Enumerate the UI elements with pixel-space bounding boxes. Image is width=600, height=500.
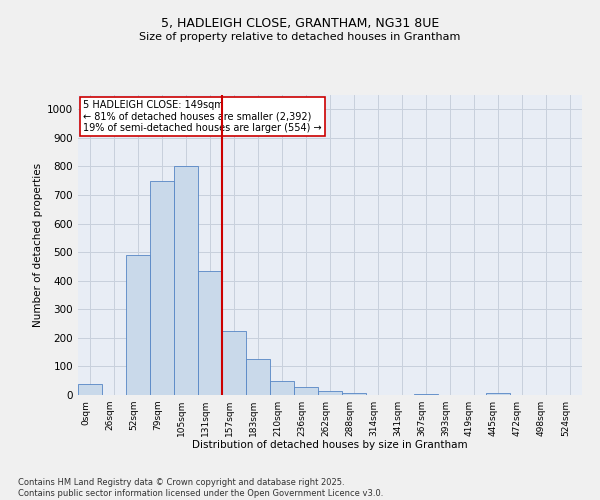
Bar [294,388,318,395]
Text: 5 HADLEIGH CLOSE: 149sqm
← 81% of detached houses are smaller (2,392)
19% of sem: 5 HADLEIGH CLOSE: 149sqm ← 81% of detach… [83,100,322,132]
Bar [342,393,366,395]
Text: 5, HADLEIGH CLOSE, GRANTHAM, NG31 8UE: 5, HADLEIGH CLOSE, GRANTHAM, NG31 8UE [161,18,439,30]
Bar [486,393,510,395]
Bar [174,166,198,395]
Bar [222,330,246,395]
Text: Contains HM Land Registry data © Crown copyright and database right 2025.
Contai: Contains HM Land Registry data © Crown c… [18,478,383,498]
Bar [126,255,150,395]
Bar [318,390,342,395]
Y-axis label: Number of detached properties: Number of detached properties [33,163,43,327]
Bar [414,394,438,395]
Bar [78,384,102,395]
Bar [270,380,294,395]
Text: Size of property relative to detached houses in Grantham: Size of property relative to detached ho… [139,32,461,42]
Bar [198,270,222,395]
Bar [150,180,174,395]
X-axis label: Distribution of detached houses by size in Grantham: Distribution of detached houses by size … [192,440,468,450]
Bar [246,360,270,395]
